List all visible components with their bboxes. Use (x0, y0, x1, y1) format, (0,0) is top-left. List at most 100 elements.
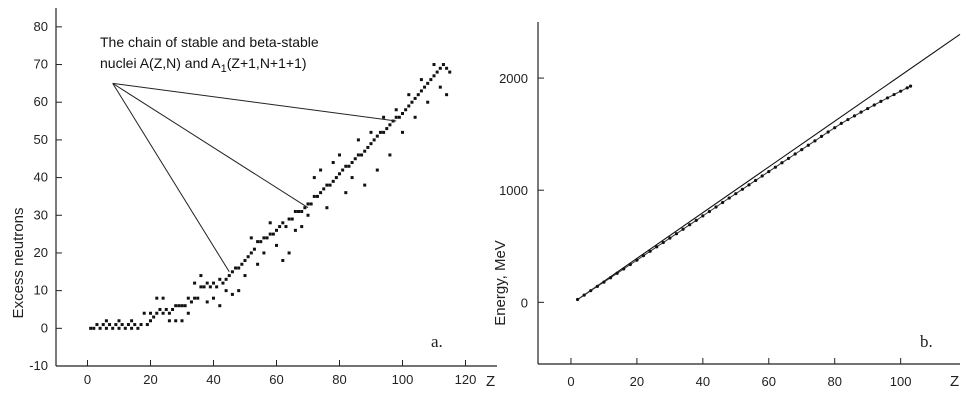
x-tick-label-b: 0 (567, 374, 574, 389)
data-point (892, 92, 896, 97)
data-point (432, 63, 436, 67)
data-point (297, 209, 301, 213)
x-tick-label-b: 100 (890, 374, 912, 389)
data-point (426, 81, 430, 85)
data-point (899, 89, 903, 93)
x-tick-label-b: 40 (696, 374, 710, 389)
data-point (322, 187, 326, 191)
data-point (306, 213, 310, 217)
annotation-leader-line (112, 82, 309, 209)
data-point (284, 225, 288, 229)
data-point (221, 281, 225, 285)
data-point (394, 108, 398, 112)
data-point (338, 153, 341, 157)
data-point (347, 164, 351, 168)
data-point (438, 85, 442, 89)
y-tick-label-a: 30 (34, 207, 48, 222)
data-point (174, 304, 178, 308)
annotation-line-1: The chain of stable and beta-stable (100, 34, 319, 50)
data-point (287, 251, 291, 255)
data-point (152, 315, 156, 319)
data-point (133, 323, 137, 327)
points-a (89, 63, 452, 330)
data-point (441, 63, 445, 67)
data-point (300, 225, 304, 229)
data-point (268, 221, 272, 225)
data-point (98, 326, 102, 330)
data-point (372, 138, 376, 142)
data-point (275, 228, 278, 232)
data-point (208, 285, 212, 289)
data-point (740, 187, 745, 191)
data-point (117, 319, 121, 323)
data-point (104, 319, 108, 323)
data-point (382, 115, 386, 119)
data-point (356, 153, 360, 157)
series-b (575, 33, 961, 302)
x-tick-label-b: 20 (630, 374, 644, 389)
data-point (300, 209, 304, 213)
data-point (259, 240, 263, 244)
y-tick-label-a: 10 (34, 283, 48, 298)
data-point (265, 236, 269, 240)
data-point (753, 178, 758, 183)
data-point (344, 191, 348, 195)
data-point (249, 251, 253, 255)
x-tick-label-a: 120 (455, 372, 477, 387)
data-point (149, 311, 152, 315)
data-point (363, 149, 367, 153)
data-point (419, 89, 423, 93)
data-point (826, 130, 830, 134)
data-point (155, 296, 159, 300)
data-point (186, 311, 190, 315)
data-point (130, 319, 134, 323)
x-tick-label-a: 100 (392, 372, 414, 387)
data-point (615, 271, 619, 275)
data-point (180, 319, 184, 323)
data-point (174, 319, 178, 323)
data-point (872, 103, 876, 107)
data-point (240, 262, 244, 266)
data-point (819, 134, 824, 138)
data-point (331, 179, 335, 183)
annotation-leader-line (112, 83, 230, 273)
y-tick-label-b: 2000 (499, 71, 528, 86)
data-point (325, 206, 329, 210)
data-point (378, 130, 382, 134)
panel-label-a: a. (431, 332, 443, 351)
data-point (397, 115, 401, 119)
data-point (375, 168, 379, 172)
data-point (423, 85, 427, 89)
data-point (111, 326, 115, 330)
data-point (205, 281, 209, 285)
data-point (167, 319, 171, 323)
data-point (218, 277, 222, 281)
data-point (388, 123, 392, 127)
y-tick-label-a: 80 (34, 19, 48, 34)
data-point (319, 168, 323, 172)
data-point (674, 232, 679, 236)
data-point (800, 148, 804, 152)
data-point (786, 156, 791, 160)
x-tick-label-a: 20 (143, 372, 157, 387)
annotation-line-2-subscript: 1 (221, 63, 227, 75)
data-point (394, 115, 398, 119)
y-tick-label-a: -10 (29, 358, 48, 373)
data-point (688, 223, 692, 227)
data-point (312, 194, 316, 198)
data-point (237, 266, 241, 270)
data-point (149, 319, 152, 323)
data-point (448, 70, 452, 74)
data-point (360, 153, 364, 157)
data-point (852, 114, 857, 118)
data-point (793, 152, 797, 156)
data-point (721, 200, 725, 205)
data-point (167, 311, 171, 315)
data-point (252, 247, 256, 251)
data-point (101, 323, 105, 327)
data-point (312, 176, 316, 180)
data-point (271, 232, 275, 236)
data-point (694, 218, 698, 222)
data-point (846, 117, 850, 122)
x-tick-label-b: 60 (762, 374, 776, 389)
